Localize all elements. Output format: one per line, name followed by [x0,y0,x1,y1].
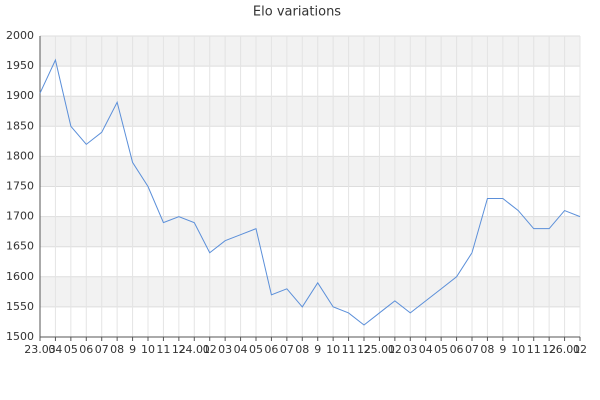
x-tick-label: 9 [499,343,506,356]
x-tick-label: 05 [249,343,263,356]
y-tick-label: 1500 [6,330,34,343]
x-tick-label: 24.01 [179,343,211,356]
x-tick-label: 06 [79,343,93,356]
x-tick-label: 12 [172,343,186,356]
x-tick-label: 10 [141,343,155,356]
x-tick-label: 23.03 [24,343,56,356]
grid-band [40,216,580,247]
x-tick-label: 07 [95,343,109,356]
grid-band [40,156,580,187]
grid-band [40,36,580,67]
grid-band [40,96,580,127]
x-tick-label: 12 [542,343,556,356]
x-tick-label: 9 [314,343,321,356]
x-tick-label: 05 [64,343,78,356]
chart-title: Elo variations [253,5,341,20]
x-tick-label: 26.01 [549,343,581,356]
x-tick-label: 25.01 [364,343,396,356]
y-tick-label: 1850 [6,119,34,132]
x-tick-label: 11 [342,343,356,356]
grid-band [40,276,580,307]
x-tick-label: 08 [480,343,494,356]
x-tick-label: 10 [326,343,340,356]
x-tick-label: 08 [295,343,309,356]
x-tick-label: 03 [403,343,417,356]
x-tick-label: 07 [465,343,479,356]
y-tick-label: 1750 [6,180,34,193]
x-tick-label: 08 [110,343,124,356]
y-tick-label: 1900 [6,89,34,102]
x-tick-label: 03 [218,343,232,356]
y-tick-label: 2000 [6,29,34,42]
x-tick-label: 06 [450,343,464,356]
x-tick-label: 07 [280,343,294,356]
x-tick-label: 05 [434,343,448,356]
y-tick-label: 1800 [6,149,34,162]
x-tick-label: 11 [527,343,541,356]
x-tick-label: 04 [234,343,248,356]
y-tick-label: 1550 [6,300,34,313]
x-tick-label: 9 [129,343,136,356]
line [39,58,581,326]
y-tick-label: 1600 [6,270,34,283]
x-tick-label: 06 [264,343,278,356]
x-tick-label: 04 [419,343,433,356]
x-tick-label: 02 [203,343,217,356]
x-tick-label: 11 [156,343,170,356]
y-tick-label: 1650 [6,240,34,253]
y-tick-label: 1700 [6,210,34,223]
x-tick-label: 12 [357,343,371,356]
x-tick-label: 04 [48,343,62,356]
x-tick-label: 02 [388,343,402,356]
x-tick-label: 02 [573,343,587,356]
x-tick-label: 10 [511,343,525,356]
y-tick-label: 1950 [6,59,34,72]
